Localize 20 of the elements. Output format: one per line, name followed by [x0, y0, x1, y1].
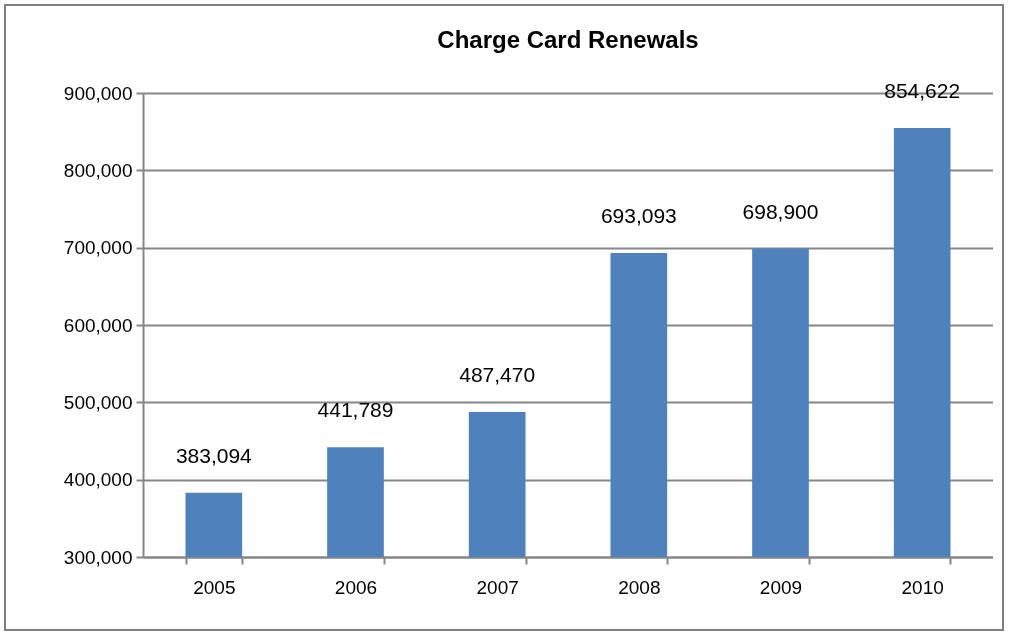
y-tick-label: 900,000: [63, 82, 133, 104]
y-tick-label: 600,000: [63, 314, 133, 336]
data-label: 698,900: [742, 199, 819, 223]
data-label: 441,789: [317, 398, 394, 422]
y-tick-label: 400,000: [63, 469, 133, 491]
x-tick-label: 2008: [618, 576, 661, 598]
y-tick-label: 500,000: [63, 391, 133, 413]
x-tick-label: 2006: [334, 576, 378, 598]
data-label: 693,093: [600, 204, 677, 228]
data-label: 383,094: [175, 443, 253, 467]
x-tick-label: 2007: [476, 576, 519, 598]
data-label: 487,470: [459, 363, 536, 387]
x-tick-label: 2009: [759, 576, 803, 598]
y-tick-label: 700,000: [63, 237, 133, 259]
chart-title: Charge Card Renewals: [437, 26, 699, 54]
y-tick-label: 300,000: [63, 546, 133, 568]
y-tick-label: 800,000: [63, 159, 133, 181]
data-label: 854,622: [884, 79, 961, 103]
x-tick-label: 2005: [193, 576, 236, 598]
x-tick-label: 2010: [901, 576, 944, 598]
